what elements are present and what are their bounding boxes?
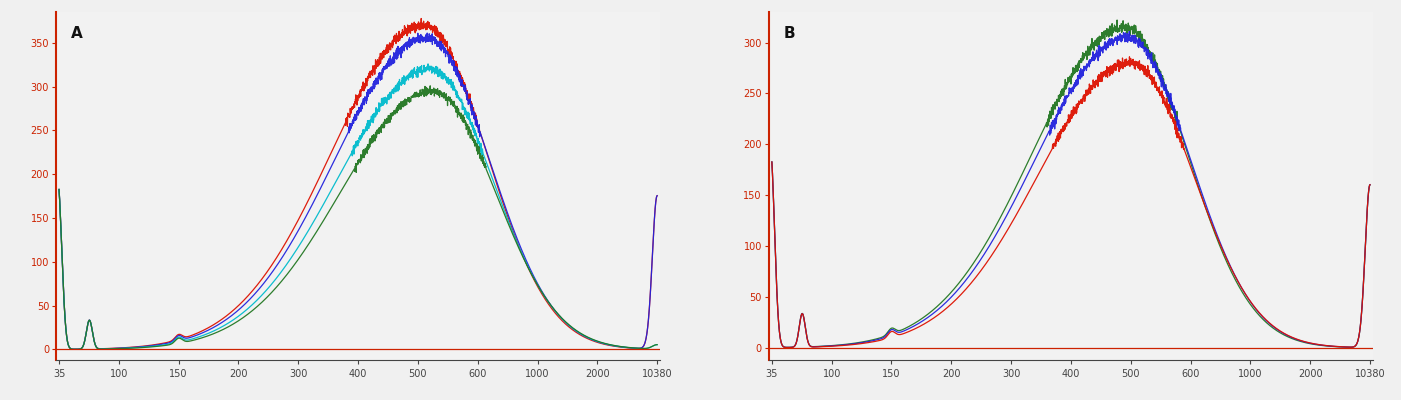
- Text: A: A: [71, 26, 83, 41]
- Text: B: B: [785, 26, 796, 41]
